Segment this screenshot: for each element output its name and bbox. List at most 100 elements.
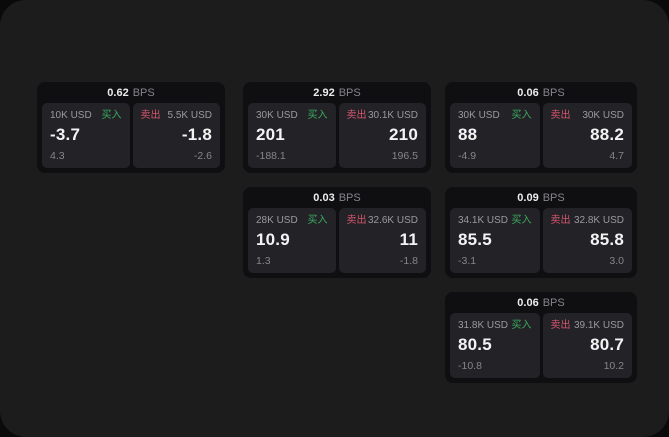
sell-amount: 30.1K USD — [367, 110, 418, 121]
sell-change: 10.2 — [603, 360, 624, 372]
buy-side-label: 买入 — [511, 110, 532, 121]
bps-spread-header: 2.92 BPS — [243, 82, 431, 103]
quote-card: 0.62 BPS 10K USD 买入 -3.7 4.3 卖出 5.5K USD… — [37, 82, 225, 173]
bps-value: 0.03 — [313, 191, 335, 204]
buy-change: -188.1 — [256, 150, 286, 162]
sell-amount: 5.5K USD — [167, 110, 212, 121]
buy-change: -3.1 — [458, 255, 477, 267]
buy-price: 85.5 — [458, 230, 492, 249]
buy-amount: 34.1K USD — [458, 215, 509, 226]
sell-price: 210 — [389, 125, 418, 144]
buy-side-label: 买入 — [307, 110, 328, 121]
sell-quote-panel[interactable]: 卖出 32.6K USD 11 -1.8 — [338, 208, 426, 273]
sell-quote-panel[interactable]: 卖出 39.1K USD 80.7 10.2 — [542, 313, 632, 378]
quote-card: 0.09 BPS 34.1K USD 买入 85.5 -3.1 卖出 32.8K… — [445, 187, 637, 278]
sell-side-label: 卖出 — [550, 215, 571, 226]
buy-panel-top: 31.8K USD 买入 — [458, 320, 532, 332]
sell-price: -1.8 — [181, 125, 212, 144]
bps-unit-label: BPS — [132, 86, 155, 99]
sell-panel-top: 卖出 32.6K USD — [347, 215, 419, 227]
sell-panel-top: 卖出 30.1K USD — [347, 110, 419, 122]
buy-change: 4.3 — [50, 150, 65, 162]
quote-panels: 31.8K USD 买入 80.5 -10.8 卖出 39.1K USD 80.… — [445, 313, 637, 383]
buy-price: 88 — [458, 125, 478, 144]
bps-spread-header: 0.06 BPS — [445, 292, 637, 313]
sell-amount: 39.1K USD — [573, 320, 624, 331]
sell-quote-panel[interactable]: 卖出 5.5K USD -1.8 -2.6 — [132, 103, 220, 168]
sell-quote-panel[interactable]: 卖出 32.8K USD 85.8 3.0 — [542, 208, 632, 273]
sell-amount: 32.8K USD — [573, 215, 624, 226]
sell-change: -2.6 — [193, 150, 212, 162]
sell-quote-panel[interactable]: 卖出 30K USD 88.2 4.7 — [542, 103, 632, 168]
quote-panels: 10K USD 买入 -3.7 4.3 卖出 5.5K USD -1.8 -2.… — [37, 103, 225, 173]
buy-quote-panel[interactable]: 10K USD 买入 -3.7 4.3 — [42, 103, 130, 168]
bps-value: 0.62 — [107, 86, 129, 99]
buy-quote-panel[interactable]: 31.8K USD 买入 80.5 -10.8 — [450, 313, 540, 378]
buy-panel-top: 10K USD 买入 — [50, 110, 122, 122]
bps-value: 0.06 — [517, 296, 539, 309]
bps-unit-label: BPS — [542, 86, 565, 99]
sell-side-label: 卖出 — [140, 110, 161, 121]
quote-panels: 28K USD 买入 10.9 1.3 卖出 32.6K USD 11 -1.8 — [243, 208, 431, 278]
buy-amount: 30K USD — [458, 110, 500, 121]
sell-side-label: 卖出 — [346, 110, 367, 121]
sell-price: 85.8 — [590, 230, 624, 249]
buy-amount: 28K USD — [256, 215, 298, 226]
quote-card: 0.03 BPS 28K USD 买入 10.9 1.3 卖出 32.6K US… — [243, 187, 431, 278]
sell-side-label: 卖出 — [346, 215, 367, 226]
bps-unit-label: BPS — [542, 296, 565, 309]
bps-spread-header: 0.03 BPS — [243, 187, 431, 208]
bps-spread-header: 0.62 BPS — [37, 82, 225, 103]
buy-amount: 31.8K USD — [458, 320, 509, 331]
buy-side-label: 买入 — [511, 215, 532, 226]
bps-spread-header: 0.06 BPS — [445, 82, 637, 103]
sell-panel-top: 卖出 30K USD — [551, 110, 625, 122]
buy-quote-panel[interactable]: 28K USD 买入 10.9 1.3 — [248, 208, 336, 273]
sell-amount: 30K USD — [582, 110, 624, 121]
buy-panel-top: 28K USD 买入 — [256, 215, 328, 227]
bps-value: 0.06 — [517, 86, 539, 99]
buy-side-label: 买入 — [307, 215, 328, 226]
sell-panel-top: 卖出 5.5K USD — [141, 110, 213, 122]
buy-price: -3.7 — [50, 125, 81, 144]
bps-value: 2.92 — [313, 86, 335, 99]
sell-change: -1.8 — [399, 255, 418, 267]
bps-unit-label: BPS — [338, 191, 361, 204]
buy-panel-top: 34.1K USD 买入 — [458, 215, 532, 227]
sell-change: 196.5 — [391, 150, 418, 162]
buy-panel-top: 30K USD 买入 — [458, 110, 532, 122]
sell-side-label: 卖出 — [550, 320, 571, 331]
buy-price: 10.9 — [256, 230, 290, 249]
buy-price: 80.5 — [458, 335, 492, 354]
buy-side-label: 买入 — [511, 320, 532, 331]
quote-panels: 34.1K USD 买入 85.5 -3.1 卖出 32.8K USD 85.8… — [445, 208, 637, 278]
quote-card: 0.06 BPS 30K USD 买入 88 -4.9 卖出 30K USD 8… — [445, 82, 637, 173]
bps-unit-label: BPS — [338, 86, 361, 99]
quote-panels: 30K USD 买入 201 -188.1 卖出 30.1K USD 210 1… — [243, 103, 431, 173]
sell-change: 3.0 — [609, 255, 624, 267]
sell-price: 11 — [399, 230, 418, 249]
sell-quote-panel[interactable]: 卖出 30.1K USD 210 196.5 — [338, 103, 426, 168]
sell-panel-top: 卖出 32.8K USD — [551, 215, 625, 227]
sell-price: 88.2 — [590, 125, 624, 144]
quote-card: 2.92 BPS 30K USD 买入 201 -188.1 卖出 30.1K … — [243, 82, 431, 173]
bps-spread-header: 0.09 BPS — [445, 187, 637, 208]
bps-value: 0.09 — [517, 191, 539, 204]
quote-card: 0.06 BPS 31.8K USD 买入 80.5 -10.8 卖出 39.1… — [445, 292, 637, 383]
buy-quote-panel[interactable]: 30K USD 买入 88 -4.9 — [450, 103, 540, 168]
buy-panel-top: 30K USD 买入 — [256, 110, 328, 122]
quote-panels: 30K USD 买入 88 -4.9 卖出 30K USD 88.2 4.7 — [445, 103, 637, 173]
buy-change: -10.8 — [458, 360, 482, 372]
buy-side-label: 买入 — [101, 110, 122, 121]
buy-quote-panel[interactable]: 30K USD 买入 201 -188.1 — [248, 103, 336, 168]
buy-quote-panel[interactable]: 34.1K USD 买入 85.5 -3.1 — [450, 208, 540, 273]
sell-change: 4.7 — [609, 150, 624, 162]
buy-change: 1.3 — [256, 255, 271, 267]
bps-unit-label: BPS — [542, 191, 565, 204]
sell-side-label: 卖出 — [550, 110, 571, 121]
buy-amount: 30K USD — [256, 110, 298, 121]
sell-amount: 32.6K USD — [367, 215, 418, 226]
buy-change: -4.9 — [458, 150, 477, 162]
sell-panel-top: 卖出 39.1K USD — [551, 320, 625, 332]
